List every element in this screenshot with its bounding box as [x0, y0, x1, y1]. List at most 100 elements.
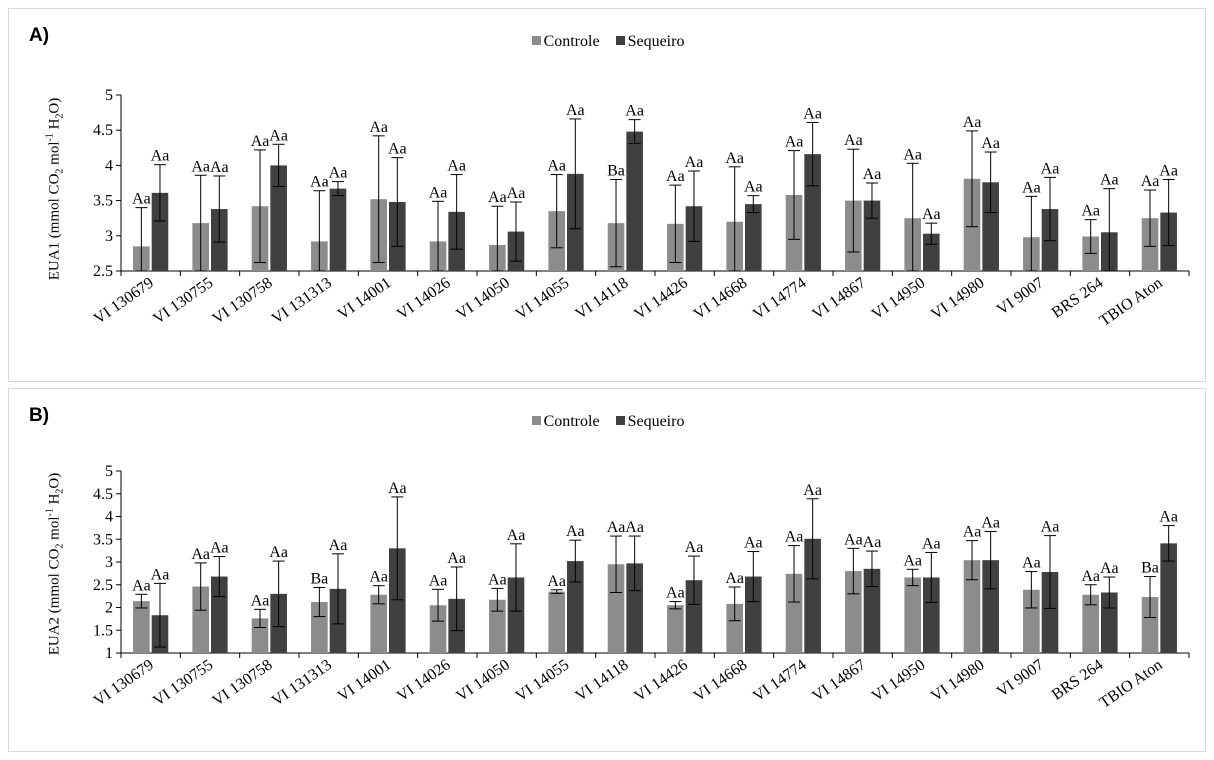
- significance-letter: Aa: [607, 519, 626, 536]
- significance-letter: Aa: [507, 527, 526, 544]
- significance-letter: Aa: [447, 550, 466, 567]
- x-tick-label: VI 14055: [513, 274, 573, 323]
- y-tick-label: 2.5: [93, 577, 113, 594]
- x-tick-label: VI 14426: [631, 656, 691, 705]
- panel-label: A): [29, 25, 50, 46]
- significance-letter: Aa: [388, 141, 407, 158]
- significance-letter: Aa: [922, 206, 941, 223]
- x-tick-label: VI 14050: [453, 656, 513, 705]
- y-tick-label: 2.5: [93, 263, 113, 280]
- y-tick-label: 4.5: [93, 122, 113, 139]
- significance-letter: Aa: [803, 482, 822, 499]
- legend-label-controle: Controle: [543, 413, 600, 430]
- significance-letter: Aa: [310, 174, 329, 191]
- significance-letter: Ba: [1141, 560, 1159, 577]
- legend-label-sequeiro: Sequeiro: [627, 33, 685, 50]
- x-tick-label: VI 131313: [269, 656, 335, 709]
- bar-sequeiro: [982, 560, 999, 653]
- significance-letter: Aa: [903, 552, 922, 569]
- y-tick-label: 3: [105, 554, 113, 571]
- x-tick-label: VI 14026: [394, 656, 454, 705]
- significance-letter: Aa: [429, 572, 448, 589]
- bar-controle: [548, 591, 565, 653]
- significance-letter: Aa: [388, 480, 407, 497]
- significance-letter: Aa: [685, 539, 704, 556]
- bar-controle: [1082, 594, 1099, 653]
- bar-sequeiro: [923, 577, 940, 653]
- significance-letter: Aa: [488, 571, 507, 588]
- significance-letter: Aa: [151, 148, 170, 165]
- bar-sequeiro: [151, 192, 169, 271]
- x-tick-label: VI 14950: [869, 274, 929, 323]
- significance-letter: Aa: [963, 114, 982, 131]
- significance-letter: Aa: [844, 132, 863, 149]
- significance-letter: Aa: [132, 577, 151, 594]
- bar-sequeiro: [626, 131, 643, 271]
- bar-controle: [845, 571, 862, 653]
- y-tick-label: 3.5: [93, 531, 113, 548]
- y-tick-label: 3.5: [93, 193, 113, 210]
- significance-letter: Aa: [725, 150, 744, 167]
- x-tick-label: VI 14668: [691, 274, 751, 323]
- bar-controle: [667, 605, 684, 653]
- legend-item-sequeiro: Sequeiro: [615, 413, 685, 431]
- x-tick-label: VI 14118: [572, 656, 631, 705]
- significance-letter: Aa: [1022, 179, 1041, 196]
- bar-controle: [785, 573, 803, 653]
- significance-letter: Aa: [447, 158, 466, 175]
- significance-letter: Aa: [1081, 568, 1100, 585]
- significance-letter: Aa: [1081, 203, 1100, 220]
- significance-letter: Aa: [132, 191, 151, 208]
- bar-controle: [963, 560, 981, 653]
- significance-letter: Aa: [625, 519, 644, 536]
- bar-sequeiro: [1041, 572, 1059, 653]
- legend-label-sequeiro: Sequeiro: [627, 413, 685, 430]
- x-tick-label: VI 130679: [91, 274, 157, 327]
- bar-controle: [607, 564, 625, 653]
- significance-letter: Aa: [1141, 173, 1160, 190]
- x-tick-label: VI 14001: [335, 274, 395, 323]
- bar-sequeiro: [270, 165, 287, 271]
- x-tick-label: VI 14426: [631, 274, 691, 323]
- bar-sequeiro: [626, 563, 643, 653]
- bar-controle: [429, 605, 447, 653]
- bar-controle: [133, 601, 150, 653]
- x-tick-label: VI 14118: [572, 274, 631, 323]
- x-tick-label: VI 14980: [928, 656, 988, 705]
- x-tick-label: VI 9007: [994, 274, 1047, 318]
- x-tick-label: VI 14001: [335, 656, 395, 705]
- significance-letter: Aa: [1159, 162, 1178, 179]
- significance-letter: Aa: [547, 158, 566, 175]
- legend-swatch-sequeiro: [615, 416, 625, 425]
- significance-letter: Aa: [981, 515, 1000, 532]
- bar-sequeiro: [389, 548, 406, 653]
- legend-item-controle: Controle: [531, 33, 600, 51]
- significance-letter: Aa: [863, 166, 882, 183]
- significance-letter: Aa: [488, 189, 507, 206]
- significance-letter: Aa: [666, 168, 685, 185]
- significance-letter: Aa: [210, 540, 229, 557]
- x-tick-label: VI 130679: [91, 656, 157, 709]
- significance-letter: Aa: [429, 184, 448, 201]
- y-tick-label: 1.5: [93, 622, 113, 639]
- y-tick-label: 4: [105, 509, 113, 526]
- significance-letter: Aa: [369, 119, 388, 136]
- significance-letter: Aa: [269, 544, 288, 561]
- bar-controle: [311, 602, 328, 653]
- x-tick-label: VI 9007: [994, 656, 1047, 700]
- significance-letter: Aa: [844, 531, 863, 548]
- legend: Controle Sequeiro: [9, 33, 1207, 51]
- legend-item-controle: Controle: [531, 413, 600, 431]
- significance-letter: Aa: [922, 535, 941, 552]
- significance-letter: Aa: [785, 134, 804, 151]
- x-tick-label: VI 131313: [269, 274, 335, 327]
- significance-letter: Aa: [685, 154, 704, 171]
- significance-letter: Aa: [269, 127, 288, 144]
- x-tick-label: VI 14980: [928, 274, 988, 323]
- bar-controle: [489, 599, 506, 653]
- significance-letter: Aa: [1022, 555, 1041, 572]
- x-tick-label: VI 14774: [750, 274, 810, 323]
- significance-letter: Aa: [329, 537, 348, 554]
- significance-letter: Aa: [251, 592, 270, 609]
